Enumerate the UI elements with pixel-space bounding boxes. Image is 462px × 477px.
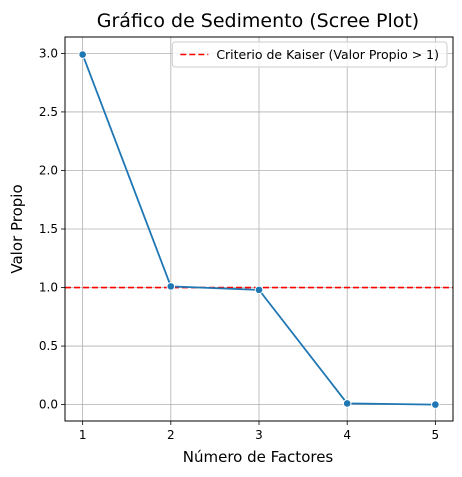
data-points xyxy=(78,50,440,409)
x-tick-label: 1 xyxy=(79,428,87,442)
y-tick-label: 0.5 xyxy=(39,339,58,353)
x-tick-label: 4 xyxy=(343,428,351,442)
y-tick-label: 1.5 xyxy=(39,222,58,236)
x-tick-label: 5 xyxy=(432,428,440,442)
y-axis-ticks: 0.0 0.5 1.0 1.5 2.0 2.5 3.0 xyxy=(39,46,65,412)
y-tick-label: 0.0 xyxy=(39,398,58,412)
x-axis-label: Número de Factores xyxy=(183,448,334,466)
chart-title: Gráfico de Sedimento (Scree Plot) xyxy=(97,10,419,32)
data-point xyxy=(431,400,440,409)
data-point xyxy=(342,399,352,408)
data-point xyxy=(78,50,87,59)
y-tick-label: 1.0 xyxy=(39,281,58,295)
data-point xyxy=(254,285,264,295)
y-tick-label: 3.0 xyxy=(39,46,58,60)
x-tick-label: 3 xyxy=(255,428,263,442)
grid xyxy=(65,37,453,421)
legend: Criterio de Kaiser (Valor Propio > 1) xyxy=(171,41,448,68)
legend-box xyxy=(171,41,448,68)
x-tick-label: 2 xyxy=(167,428,175,442)
x-axis-ticks: 1 2 3 4 5 xyxy=(79,421,439,442)
y-axis-label: Valor Propio xyxy=(8,184,26,273)
y-tick-label: 2.0 xyxy=(39,163,58,177)
data-point xyxy=(166,282,176,291)
y-tick-label: 2.5 xyxy=(39,105,58,119)
legend-label: Criterio de Kaiser (Valor Propio > 1) xyxy=(216,47,439,62)
